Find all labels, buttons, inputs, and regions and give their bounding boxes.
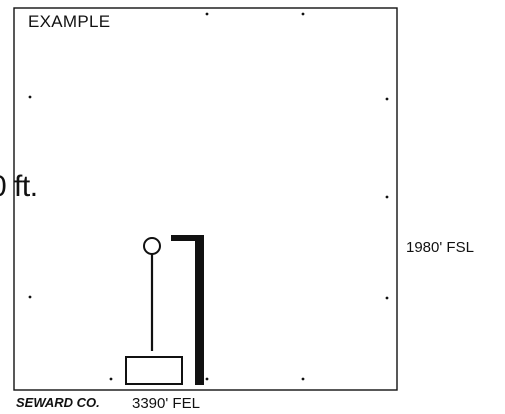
scale-label: 0 ft. (0, 170, 38, 203)
grid-dot (385, 195, 389, 199)
rectangle-pad-icon (125, 356, 183, 385)
measurement-bar-vertical (195, 235, 204, 385)
grid-dot (109, 377, 113, 381)
grid-dot (385, 97, 389, 101)
grid-dot (301, 12, 305, 16)
measurement-bar-top (171, 235, 204, 241)
section-label: EXAMPLE (28, 12, 111, 31)
county-label: SEWARD CO. (16, 395, 100, 410)
east-line-distance-label: 3390' FEL (132, 395, 200, 412)
grid-dots (28, 12, 389, 381)
grid-dot (205, 377, 209, 381)
south-line-distance-label: 1980' FSL (406, 239, 474, 256)
section-boundary (13, 7, 398, 391)
grid-dot (205, 12, 209, 16)
well-circle-icon (143, 237, 161, 255)
grid-dot (28, 295, 32, 299)
grid-dot (301, 377, 305, 381)
grid-dot (28, 95, 32, 99)
grid-dot (385, 296, 389, 300)
